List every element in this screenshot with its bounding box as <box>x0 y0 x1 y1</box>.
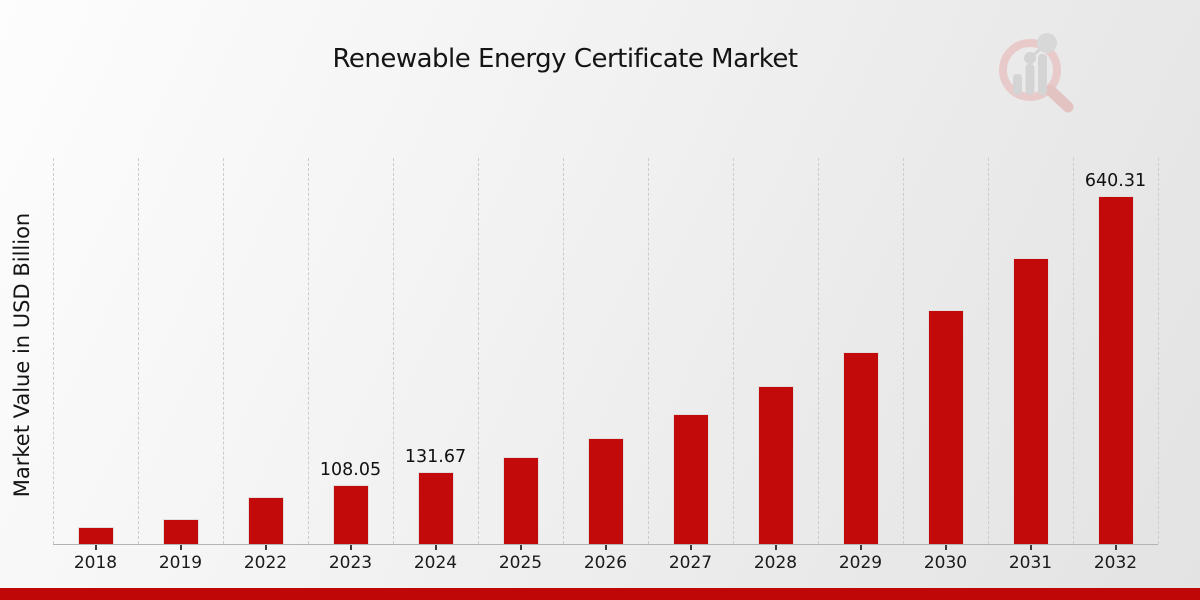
bar-2018 <box>77 527 114 544</box>
bar-2023 <box>332 485 369 544</box>
bar-value-label-2032: 640.31 <box>1084 171 1147 191</box>
x-tick-label-2028: 2028 <box>753 553 798 573</box>
x-tick-label-2024: 2024 <box>413 553 458 573</box>
x-axis-tick <box>604 545 607 550</box>
x-tick-label-2032: 2032 <box>1093 553 1138 573</box>
vertical-gridline <box>817 158 819 544</box>
plot-area: 2018 2019 2022 108.05 2023 131.67 2024 2025 2026… <box>52 158 1159 573</box>
x-axis-tick <box>859 545 862 550</box>
bar-2029 <box>842 352 879 544</box>
x-axis-tick <box>264 545 267 550</box>
x-axis-tick <box>94 545 97 550</box>
vertical-gridline <box>647 158 649 544</box>
vertical-gridline <box>477 158 479 544</box>
x-axis-tick <box>1029 545 1032 550</box>
vertical-gridline <box>52 158 54 544</box>
bar-value-label-2024: 131.67 <box>404 447 467 467</box>
market-research-logo-watermark-icon <box>999 33 1074 113</box>
x-axis-tick <box>349 545 352 550</box>
bar-value-label-2023: 108.05 <box>319 460 382 480</box>
vertical-gridline <box>307 158 309 544</box>
x-axis-tick <box>434 545 437 550</box>
x-axis-tick <box>179 545 182 550</box>
footer-red-strip <box>0 588 1200 600</box>
x-tick-label-2027: 2027 <box>668 553 713 573</box>
x-tick-label-2019: 2019 <box>158 553 203 573</box>
bar-2024 <box>417 472 454 544</box>
vertical-gridline <box>902 158 904 544</box>
x-axis-tick <box>944 545 947 550</box>
bar-2028 <box>757 386 794 544</box>
x-tick-label-2029: 2029 <box>838 553 883 573</box>
x-axis-tick <box>519 545 522 550</box>
bar-2025 <box>502 457 539 544</box>
vertical-gridline <box>392 158 394 544</box>
vertical-gridline <box>137 158 139 544</box>
bar-2032 <box>1097 196 1134 544</box>
x-axis-tick <box>689 545 692 550</box>
vertical-gridline <box>732 158 734 544</box>
bar-2022 <box>247 497 284 544</box>
bar-2026 <box>587 438 624 544</box>
x-tick-label-2026: 2026 <box>583 553 628 573</box>
vertical-gridline <box>1072 158 1074 544</box>
vertical-gridline <box>222 158 224 544</box>
bar-2019 <box>162 519 199 544</box>
x-tick-label-2018: 2018 <box>73 553 118 573</box>
x-tick-label-2030: 2030 <box>923 553 968 573</box>
y-axis-label: Market Value in USD Billion <box>10 212 34 498</box>
vertical-gridline <box>562 158 564 544</box>
vertical-gridline <box>1157 158 1159 544</box>
x-tick-label-2031: 2031 <box>1008 553 1053 573</box>
bar-2030 <box>927 310 964 544</box>
x-tick-label-2022: 2022 <box>243 553 288 573</box>
chart-title: Renewable Energy Certificate Market <box>332 44 798 74</box>
x-axis-tick <box>774 545 777 550</box>
bar-2027 <box>672 414 709 544</box>
bar-2031 <box>1012 258 1049 544</box>
x-tick-label-2025: 2025 <box>498 553 543 573</box>
x-axis-tick <box>1114 545 1117 550</box>
x-tick-label-2023: 2023 <box>328 553 373 573</box>
vertical-gridline <box>987 158 989 544</box>
